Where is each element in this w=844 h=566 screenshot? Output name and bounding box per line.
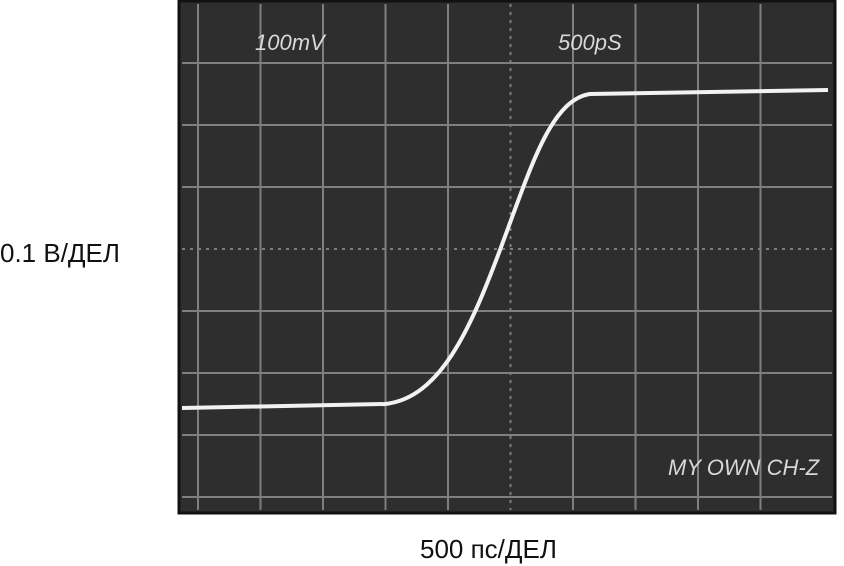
waveform-trace	[181, 88, 829, 410]
graticule	[182, 4, 832, 510]
screen-caption: MY OWN CH-Z	[668, 455, 821, 480]
horizontal-scale-label: 500 пс/ДЕЛ	[420, 534, 557, 564]
volts-readout: 100mV	[255, 30, 327, 55]
time-readout: 500pS	[558, 30, 622, 55]
screen-frame	[177, 0, 837, 515]
scope-screen: 100mV 500pS MY OWN CH-Z	[177, 0, 837, 515]
vertical-scale-label: 0.1 В/ДЕЛ	[0, 238, 120, 268]
